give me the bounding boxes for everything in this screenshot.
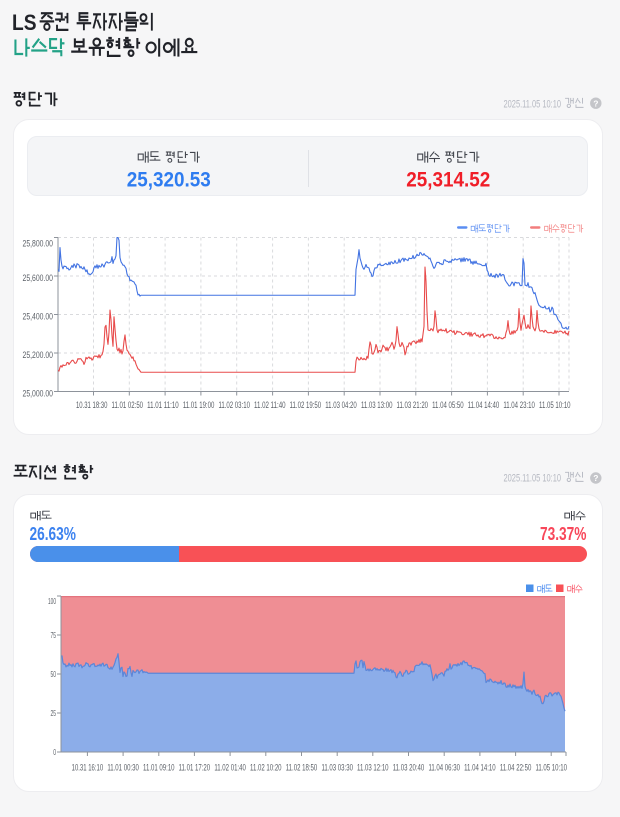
svg-text:25,200.00: 25,200.00 bbox=[23, 350, 54, 361]
svg-text:25,320.53: 25,320.53 bbox=[127, 169, 211, 192]
svg-text:25,000.00: 25,000.00 bbox=[23, 389, 54, 400]
svg-text:25,314.52: 25,314.52 bbox=[406, 169, 490, 192]
svg-text:11.04 14:40: 11.04 14:40 bbox=[468, 400, 500, 411]
svg-text:11.02 18:50: 11.02 18:50 bbox=[286, 763, 318, 774]
svg-text:25: 25 bbox=[51, 709, 57, 718]
svg-text:?: ? bbox=[593, 473, 598, 483]
svg-text:11.03 21:20: 11.03 21:20 bbox=[397, 400, 429, 411]
svg-text:11.04 14:10: 11.04 14:10 bbox=[464, 763, 496, 774]
svg-text:26.63%: 26.63% bbox=[30, 524, 77, 544]
svg-text:11.05 10:10: 11.05 10:10 bbox=[539, 400, 571, 411]
svg-text:11.03 04:20: 11.03 04:20 bbox=[325, 400, 357, 411]
svg-text:25,800.00: 25,800.00 bbox=[23, 239, 54, 250]
svg-text:73.37%: 73.37% bbox=[540, 524, 587, 544]
svg-text:11.02 11:40: 11.02 11:40 bbox=[254, 400, 286, 411]
svg-text:11.02 10:20: 11.02 10:20 bbox=[250, 763, 282, 774]
svg-text:2025.11.05 10:10: 2025.11.05 10:10 bbox=[504, 472, 562, 484]
svg-text:11.03 20:40: 11.03 20:40 bbox=[393, 763, 425, 774]
svg-text:11.04 23:10: 11.04 23:10 bbox=[503, 400, 535, 411]
svg-text:11.04 06:30: 11.04 06:30 bbox=[428, 763, 460, 774]
svg-text:11.03 13:00: 11.03 13:00 bbox=[361, 400, 393, 411]
svg-text:11.02 19:50: 11.02 19:50 bbox=[290, 400, 322, 411]
svg-text:0: 0 bbox=[53, 748, 56, 757]
svg-text:11.04 22:50: 11.04 22:50 bbox=[500, 763, 532, 774]
svg-text:LS: LS bbox=[12, 10, 37, 35]
svg-text:100: 100 bbox=[48, 597, 56, 606]
svg-text:?: ? bbox=[593, 98, 598, 108]
svg-text:11.01 19:00: 11.01 19:00 bbox=[183, 400, 215, 411]
svg-text:11.02 01:40: 11.02 01:40 bbox=[214, 763, 246, 774]
svg-text:11.04 05:50: 11.04 05:50 bbox=[432, 400, 464, 411]
svg-text:11.02 03:10: 11.02 03:10 bbox=[218, 400, 250, 411]
svg-text:10.31 18:30: 10.31 18:30 bbox=[76, 400, 108, 411]
svg-text:25,400.00: 25,400.00 bbox=[23, 312, 54, 323]
svg-text:50: 50 bbox=[51, 670, 57, 679]
svg-text:11.01 11:10: 11.01 11:10 bbox=[147, 400, 179, 411]
svg-text:11.01 09:10: 11.01 09:10 bbox=[143, 763, 175, 774]
svg-text:75: 75 bbox=[51, 631, 57, 640]
svg-text:10.31 16:10: 10.31 16:10 bbox=[72, 763, 104, 774]
svg-text:11.01 02:50: 11.01 02:50 bbox=[112, 400, 144, 411]
svg-text:11.05 10:10: 11.05 10:10 bbox=[535, 763, 567, 774]
svg-text:11.03 12:10: 11.03 12:10 bbox=[357, 763, 389, 774]
svg-text:11.01 17:20: 11.01 17:20 bbox=[179, 763, 211, 774]
svg-text:25,600.00: 25,600.00 bbox=[23, 273, 54, 284]
svg-text:11.01 00:30: 11.01 00:30 bbox=[107, 763, 139, 774]
svg-text:2025.11.05 10:10: 2025.11.05 10:10 bbox=[504, 98, 562, 110]
svg-text:11.03 03:30: 11.03 03:30 bbox=[321, 763, 353, 774]
